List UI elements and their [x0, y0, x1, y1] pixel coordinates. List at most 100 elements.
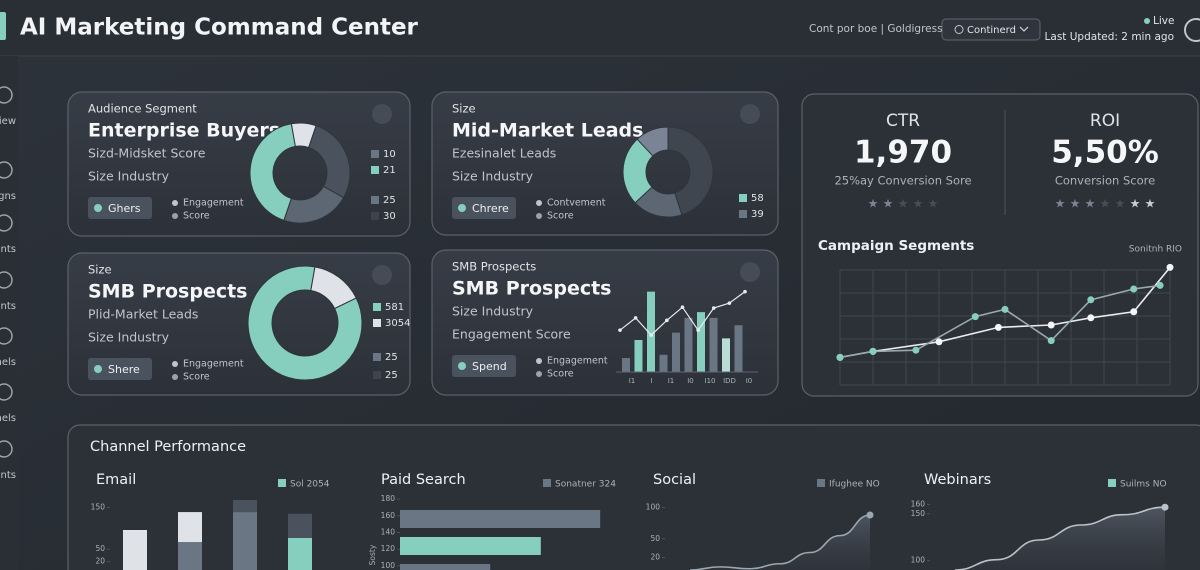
- rating-star: ★: [1055, 197, 1066, 211]
- channel-panel: [67, 424, 1200, 570]
- legend-label: Score: [183, 372, 210, 383]
- stat-swatch: [371, 196, 379, 204]
- donut-segment: [667, 126, 714, 216]
- bar-segment: [288, 513, 312, 538]
- kpi-label: CTR: [886, 111, 920, 131]
- series-point: [1001, 305, 1009, 313]
- axis-label: Sosty: [368, 544, 377, 565]
- button-label[interactable]: Spend: [472, 360, 507, 373]
- legend-dot: [536, 371, 542, 377]
- series-point: [869, 347, 877, 355]
- bar: [722, 338, 730, 372]
- bar: [709, 317, 718, 372]
- card-button[interactable]: [452, 197, 516, 219]
- card-button[interactable]: [88, 197, 152, 219]
- nav-icon: [0, 86, 13, 104]
- y-tick-label: 100: [911, 556, 926, 565]
- section-title: Channel Performance: [90, 439, 246, 455]
- button-label[interactable]: Shere: [108, 363, 140, 376]
- trend-point: [649, 333, 654, 337]
- legend-swatch: [543, 479, 551, 487]
- nav-icon: [0, 161, 13, 179]
- y-tick-label: 150: [91, 503, 106, 512]
- rating-star: ★: [883, 197, 894, 211]
- y-tick-label: 20: [95, 557, 105, 566]
- bar-segment: [178, 542, 202, 570]
- card-button[interactable]: [88, 358, 152, 380]
- button-label[interactable]: Chrere: [472, 202, 509, 215]
- nav-item[interactable]: nels: [0, 413, 16, 424]
- card-sub: Size Industry: [452, 169, 534, 184]
- y-tick-label: 180: [381, 494, 396, 503]
- card-metric: Sizd-Midsket Score: [88, 146, 206, 161]
- series-point: [1047, 321, 1055, 329]
- legend-label: Engagement: [547, 356, 608, 367]
- x-tick-label: I1: [629, 377, 636, 385]
- x-tick-label: I0: [746, 377, 753, 385]
- dropdown-label[interactable]: Continerd: [967, 25, 1016, 36]
- button-icon: [458, 204, 466, 212]
- series-point: [1047, 337, 1055, 345]
- card-sub: Size Industry: [88, 330, 170, 345]
- legend-dot: [536, 200, 542, 206]
- nav-item[interactable]: view: [0, 116, 16, 127]
- x-tick-label: I0: [687, 377, 694, 385]
- card-eyebrow: Size: [88, 263, 112, 277]
- bar-segment: [288, 537, 312, 570]
- card-icon: [740, 262, 760, 282]
- series-point: [836, 353, 844, 361]
- legend-label: Engagement: [183, 359, 244, 370]
- bar-segment: [233, 512, 257, 570]
- card-metric: Plid-Market Leads: [88, 307, 198, 322]
- card-sub: Engagement Score: [452, 327, 571, 342]
- rating-star: ★: [1070, 197, 1081, 211]
- nav-item[interactable]: nts: [1, 470, 16, 481]
- nav-item[interactable]: nels: [0, 357, 16, 368]
- stat-value: 10: [383, 149, 396, 160]
- stat-value: 25: [385, 370, 398, 381]
- card-button[interactable]: [452, 355, 516, 377]
- card-eyebrow: SMB Prospects: [452, 260, 536, 274]
- x-tick-label: I10: [705, 377, 716, 385]
- legend-dot: [172, 200, 178, 206]
- legend-dot: [172, 374, 178, 380]
- nav-item[interactable]: paigns: [0, 191, 16, 202]
- end-point: [866, 511, 874, 519]
- legend-label: Score: [547, 211, 574, 222]
- series-point: [1087, 314, 1095, 322]
- y-tick-label: 150: [911, 509, 926, 518]
- series-point: [1130, 285, 1138, 293]
- button-icon: [94, 204, 102, 212]
- button-label[interactable]: Ghers: [108, 202, 141, 215]
- legend-label: Ifughee NO: [829, 480, 880, 490]
- stat-swatch: [373, 353, 381, 361]
- donut-segment: [249, 123, 296, 221]
- dropdown-icon: [954, 25, 964, 34]
- nav-item[interactable]: ents: [0, 301, 16, 312]
- legend-label: Suilms NO: [1120, 480, 1167, 490]
- legend-label: Contvement: [547, 198, 606, 209]
- card-icon: [740, 104, 760, 124]
- avatar[interactable]: [1184, 18, 1200, 42]
- bar: [400, 564, 491, 570]
- legend-dot: [172, 213, 178, 219]
- y-tick-label: 100: [646, 503, 661, 512]
- stat-value: 581: [385, 302, 404, 313]
- chart-title: Email: [96, 472, 136, 488]
- card-metric: Ezesinalet Leads: [452, 146, 556, 161]
- dropdown[interactable]: [941, 18, 1041, 41]
- bar-segment: [178, 512, 202, 543]
- y-tick-label: 50: [95, 544, 105, 553]
- nav-item[interactable]: ents: [0, 244, 16, 255]
- bar: [622, 358, 630, 372]
- series-point: [1087, 296, 1095, 304]
- bar: [634, 340, 643, 372]
- nav-icon: [0, 327, 13, 345]
- card-title: SMB Prospects: [452, 278, 612, 300]
- rating-star: ★: [1145, 197, 1156, 211]
- legend-swatch: [1108, 479, 1116, 487]
- donut-segment: [636, 126, 669, 157]
- kpi-caption: 25%ay Conversion Sore: [834, 174, 971, 188]
- y-tick-label: 140: [381, 528, 396, 537]
